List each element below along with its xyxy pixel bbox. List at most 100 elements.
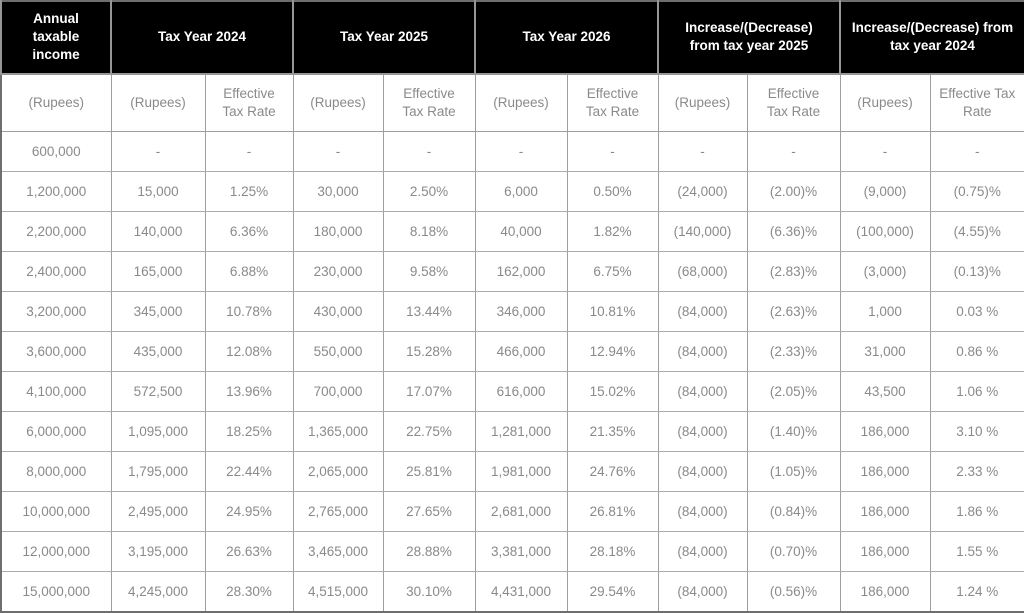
table-row: 600,000- - - - - - - - - - bbox=[0, 131, 1024, 173]
value-cell: 3,381,000 bbox=[474, 531, 568, 573]
value-cell: (84,000) bbox=[657, 331, 748, 373]
column-sub-header: (Rupees) bbox=[657, 73, 748, 133]
value-cell: (84,000) bbox=[657, 371, 748, 413]
value-cell: 165,000 bbox=[110, 251, 206, 293]
value-cell: 15.28% bbox=[382, 331, 476, 373]
value-cell: 0.50% bbox=[566, 171, 659, 213]
value-cell: (6.36)% bbox=[746, 211, 841, 253]
value-cell: 1.06 % bbox=[929, 371, 1024, 413]
value-cell: (0.70)% bbox=[746, 531, 841, 573]
value-cell: (84,000) bbox=[657, 491, 748, 533]
column-sub-header: Effective Tax Rate bbox=[566, 73, 659, 133]
column-group-header: Increase/(Decrease) from tax year 2025 bbox=[656, 0, 842, 75]
value-cell: 1.82% bbox=[566, 211, 659, 253]
value-cell: 0.86 % bbox=[929, 331, 1024, 373]
column-group-header: Tax Year 2024 bbox=[110, 0, 294, 75]
value-cell: 1,981,000 bbox=[474, 451, 568, 493]
value-cell: 10.81% bbox=[566, 291, 659, 333]
value-cell: 4,431,000 bbox=[474, 571, 568, 613]
income-cell: 2,400,000 bbox=[0, 251, 112, 293]
value-cell: 0.03 % bbox=[929, 291, 1024, 333]
value-cell: 26.81% bbox=[566, 491, 659, 533]
value-cell: (4.55)% bbox=[929, 211, 1024, 253]
value-cell: - bbox=[110, 131, 206, 173]
value-cell: 18.25% bbox=[204, 411, 294, 453]
value-cell: (68,000) bbox=[657, 251, 748, 293]
value-cell: (100,000) bbox=[839, 211, 931, 253]
value-cell: 186,000 bbox=[839, 411, 931, 453]
value-cell: 40,000 bbox=[474, 211, 568, 253]
income-cell: 15,000,000 bbox=[0, 571, 112, 613]
value-cell: 8.18% bbox=[382, 211, 476, 253]
value-cell: 30,000 bbox=[292, 171, 384, 213]
value-cell: 1.24 % bbox=[929, 571, 1024, 613]
value-cell: (0.84)% bbox=[746, 491, 841, 533]
value-cell: 25.81% bbox=[382, 451, 476, 493]
value-cell: 9.58% bbox=[382, 251, 476, 293]
value-cell: (84,000) bbox=[657, 571, 748, 613]
value-cell: 6.88% bbox=[204, 251, 294, 293]
column-sub-header: Effective Tax Rate bbox=[746, 73, 841, 133]
column-sub-header: (Rupees) bbox=[110, 73, 206, 133]
value-cell: (2.05)% bbox=[746, 371, 841, 413]
value-cell: (0.56)% bbox=[746, 571, 841, 613]
value-cell: 12.08% bbox=[204, 331, 294, 373]
value-cell: 4,245,000 bbox=[110, 571, 206, 613]
income-cell: 8,000,000 bbox=[0, 451, 112, 493]
value-cell: 2.33 % bbox=[929, 451, 1024, 493]
value-cell: - bbox=[382, 131, 476, 173]
value-cell: 230,000 bbox=[292, 251, 384, 293]
value-cell: - bbox=[746, 131, 841, 173]
value-cell: 180,000 bbox=[292, 211, 384, 253]
table-row: 4,100,000 572,500 13.96% 700,000 17.07% 616,0… bbox=[0, 371, 1024, 413]
value-cell: 616,000 bbox=[474, 371, 568, 413]
value-cell: 186,000 bbox=[839, 491, 931, 533]
value-cell: 1.86 % bbox=[929, 491, 1024, 533]
value-cell: 2,765,000 bbox=[292, 491, 384, 533]
value-cell: (84,000) bbox=[657, 291, 748, 333]
value-cell: (24,000) bbox=[657, 171, 748, 213]
value-cell: (2.00)% bbox=[746, 171, 841, 213]
income-cell: 3,200,000 bbox=[0, 291, 112, 333]
column-sub-header: (Rupees) bbox=[292, 73, 384, 133]
value-cell: 26.63% bbox=[204, 531, 294, 573]
value-cell: 6,000 bbox=[474, 171, 568, 213]
value-cell: 31,000 bbox=[839, 331, 931, 373]
column-sub-header: (Rupees) bbox=[0, 73, 112, 133]
value-cell: 346,000 bbox=[474, 291, 568, 333]
value-cell: 466,000 bbox=[474, 331, 568, 373]
value-cell: 4,515,000 bbox=[292, 571, 384, 613]
value-cell: (2.63)% bbox=[746, 291, 841, 333]
value-cell: 28.18% bbox=[566, 531, 659, 573]
income-cell: 6,000,000 bbox=[0, 411, 112, 453]
income-cell: 600,000 bbox=[0, 131, 112, 173]
table-row: 8,000,000 1,795,000 22.44% 2,065,000 25.81% 1… bbox=[0, 451, 1024, 493]
header-group-row: Annual taxable income Tax Year 2024 Tax Ye… bbox=[0, 0, 1024, 75]
value-cell: (3,000) bbox=[839, 251, 931, 293]
income-cell: 3,600,000 bbox=[0, 331, 112, 373]
value-cell: 435,000 bbox=[110, 331, 206, 373]
value-cell: 15,000 bbox=[110, 171, 206, 213]
income-cell: 4,100,000 bbox=[0, 371, 112, 413]
value-cell: 28.30% bbox=[204, 571, 294, 613]
value-cell: 28.88% bbox=[382, 531, 476, 573]
column-sub-header: Effective Tax Rate bbox=[204, 73, 294, 133]
column-group-header: Increase/(Decrease) from tax year 2024 bbox=[839, 0, 1024, 75]
value-cell: - bbox=[657, 131, 748, 173]
value-cell: 10.78% bbox=[204, 291, 294, 333]
income-cell: 12,000,000 bbox=[0, 531, 112, 573]
column-sub-header: (Rupees) bbox=[839, 73, 931, 133]
value-cell: 24.76% bbox=[566, 451, 659, 493]
value-cell: 24.95% bbox=[204, 491, 294, 533]
table-row: 10,000,000 2,495,000 24.95% 2,765,000 27.65%… bbox=[0, 491, 1024, 533]
value-cell: - bbox=[204, 131, 294, 173]
value-cell: - bbox=[292, 131, 384, 173]
income-cell: 10,000,000 bbox=[0, 491, 112, 533]
table-body: 600,000- - - - - - - - - -1,200,000 15,000 1.25% 30,… bbox=[0, 131, 1024, 613]
column-group-header: Tax Year 2026 bbox=[474, 0, 659, 75]
table-row: 2,200,000 140,000 6.36% 180,000 8.18% 40,000 1… bbox=[0, 211, 1024, 253]
value-cell: (0.13)% bbox=[929, 251, 1024, 293]
value-cell: 186,000 bbox=[839, 571, 931, 613]
